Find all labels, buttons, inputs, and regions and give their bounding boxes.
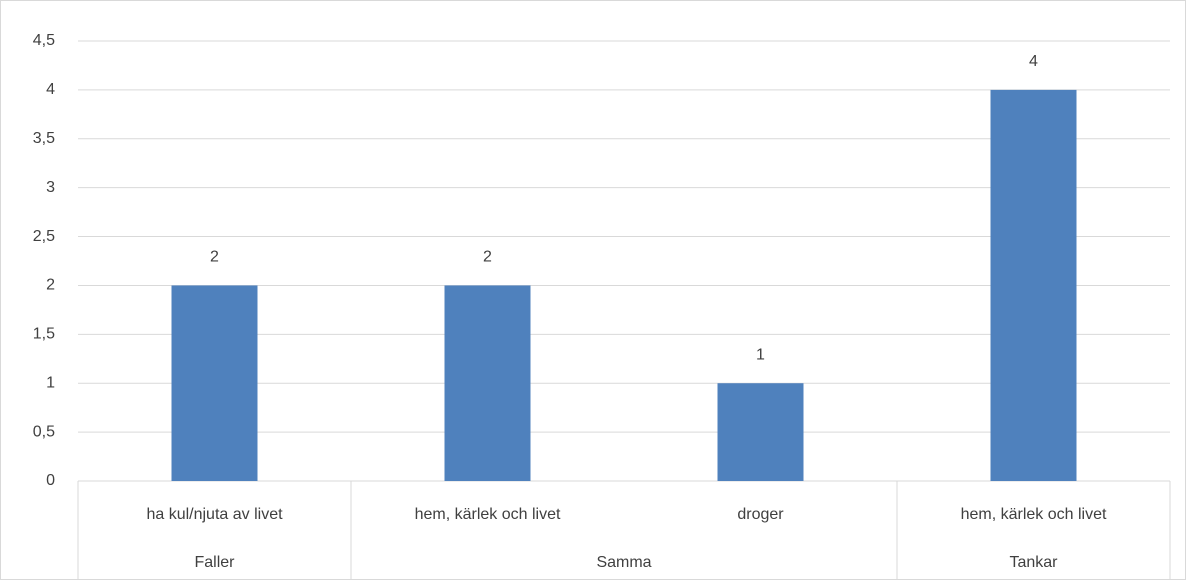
y-tick-label: 0,5 <box>33 423 55 440</box>
bar <box>717 383 804 481</box>
y-tick-label: 0 <box>46 472 55 489</box>
y-tick-label: 1 <box>46 374 55 391</box>
data-label: 2 <box>483 249 492 266</box>
y-tick-label: 4,5 <box>33 32 55 49</box>
group-label: Tankar <box>1009 554 1058 571</box>
x-tick-label: ha kul/njuta av livet <box>146 506 283 523</box>
x-tick-label: droger <box>737 506 784 523</box>
group-label: Samma <box>596 554 651 571</box>
data-label: 4 <box>1029 53 1038 70</box>
x-tick-label: hem, kärlek och livet <box>961 506 1107 523</box>
bar <box>990 89 1077 481</box>
y-tick-label: 2 <box>46 277 55 294</box>
y-tick-label: 3 <box>46 179 55 196</box>
data-label: 2 <box>210 249 219 266</box>
bar <box>444 285 531 481</box>
group-label: Faller <box>194 554 235 571</box>
data-label: 1 <box>756 346 765 363</box>
bar <box>171 285 258 481</box>
y-tick-label: 2,5 <box>33 228 55 245</box>
y-tick-label: 4 <box>46 81 55 98</box>
y-tick-label: 3,5 <box>33 130 55 147</box>
y-tick-label: 1,5 <box>33 326 55 343</box>
x-tick-label: hem, kärlek och livet <box>415 506 561 523</box>
